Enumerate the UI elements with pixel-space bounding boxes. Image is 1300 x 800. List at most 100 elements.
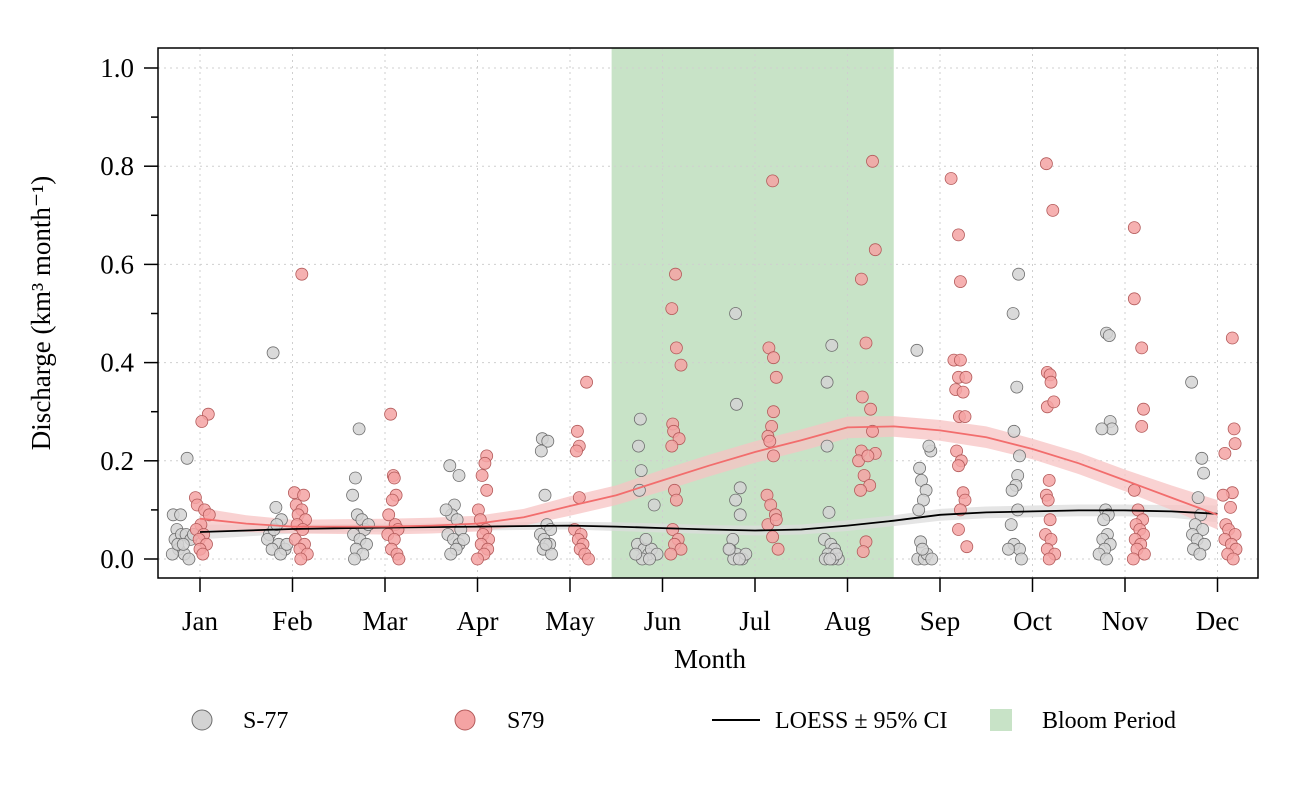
- legend: S-77 S79 LOESS ± 95% CI Bloom Period: [191, 708, 1176, 734]
- point-s77: [1012, 267, 1025, 281]
- point-s79: [769, 513, 783, 527]
- point-s79: [861, 449, 875, 463]
- point-s77: [1006, 307, 1020, 320]
- loess-line-layer: [199, 425, 1218, 533]
- x-tick-label: Aug: [824, 606, 871, 636]
- point-s77: [443, 459, 457, 473]
- point-s77: [182, 552, 196, 566]
- x-tick-label: Apr: [457, 606, 499, 636]
- point-s79: [1127, 292, 1141, 306]
- point-s77: [820, 439, 834, 453]
- point-s77: [1191, 491, 1205, 505]
- point-s77: [820, 375, 834, 389]
- point-s79: [956, 385, 970, 399]
- point-s79: [294, 552, 308, 566]
- point-s77: [639, 533, 653, 546]
- point-s77: [541, 434, 555, 448]
- point-s79: [572, 491, 586, 505]
- point-s77: [729, 493, 742, 507]
- point-s79: [954, 275, 967, 289]
- point-s79: [958, 410, 972, 424]
- x-tick-label: Jul: [739, 606, 771, 636]
- loess-ci-band-s79: [200, 416, 1218, 535]
- point-s79: [952, 228, 965, 242]
- point-s79: [1042, 552, 1056, 566]
- point-s77: [1095, 422, 1109, 436]
- point-s77: [922, 439, 936, 453]
- point-s79: [864, 402, 877, 416]
- point-s79: [570, 444, 583, 458]
- point-s77: [732, 552, 746, 566]
- point-s79: [855, 272, 868, 286]
- point-s77: [910, 343, 924, 357]
- scatter-points-layer: [165, 154, 1243, 566]
- point-s79: [1138, 547, 1151, 561]
- point-s79: [471, 552, 484, 566]
- y-tick-label: 0.8: [100, 151, 134, 181]
- point-s79: [952, 459, 965, 473]
- loess-line-s79: [199, 425, 1218, 528]
- point-s79: [1043, 513, 1057, 527]
- point-s79: [475, 469, 489, 482]
- legend-s79-label: S79: [507, 708, 544, 734]
- point-s77: [348, 471, 362, 485]
- point-s79: [478, 456, 492, 470]
- point-s79: [1226, 552, 1240, 566]
- point-s77: [1007, 424, 1021, 438]
- point-s79: [766, 174, 779, 188]
- point-s79: [669, 267, 682, 281]
- point-s79: [960, 540, 974, 554]
- point-s79: [670, 493, 683, 507]
- point-s77: [1100, 552, 1113, 566]
- point-s77: [180, 451, 194, 465]
- point-s79: [384, 407, 398, 421]
- point-s77: [352, 422, 366, 436]
- point-s77: [1005, 483, 1019, 497]
- point-s77: [822, 506, 836, 519]
- bloom-period-band: [611, 48, 894, 578]
- point-s77: [730, 397, 743, 411]
- x-tick-label: Feb: [272, 606, 313, 636]
- point-s79: [1046, 203, 1060, 217]
- point-s79: [665, 302, 679, 316]
- point-s77: [539, 537, 553, 551]
- y-tick-label: 0.4: [100, 348, 134, 378]
- point-s77: [634, 464, 648, 478]
- point-s79: [952, 523, 965, 536]
- point-s79: [1216, 488, 1230, 502]
- point-s79: [767, 351, 780, 365]
- point-s77: [912, 503, 926, 517]
- point-s77: [1097, 513, 1111, 527]
- point-s77: [165, 547, 179, 561]
- point-s79: [954, 353, 967, 367]
- point-s77: [1004, 518, 1018, 531]
- x-tick-label: Jan: [182, 606, 218, 636]
- point-s77: [176, 537, 190, 551]
- point-s79: [1225, 331, 1239, 345]
- point-s79: [767, 449, 780, 463]
- point-s79: [580, 375, 593, 389]
- point-s77: [629, 547, 643, 561]
- point-s77: [823, 552, 837, 566]
- point-s79: [670, 341, 683, 355]
- point-s77: [1185, 375, 1198, 389]
- point-s77: [633, 412, 647, 426]
- point-s77: [1013, 449, 1026, 463]
- point-s79: [944, 172, 958, 185]
- point-s77: [733, 508, 747, 522]
- point-s77: [174, 508, 188, 522]
- point-s79: [674, 542, 688, 556]
- point-s77: [1002, 542, 1015, 556]
- point-s79: [766, 530, 779, 544]
- point-s79: [1042, 473, 1056, 487]
- point-s79: [196, 547, 210, 561]
- point-s79: [1041, 493, 1055, 507]
- point-s77: [647, 498, 661, 512]
- point-s79: [582, 552, 595, 566]
- point-s77: [733, 481, 747, 495]
- point-s79: [769, 370, 783, 384]
- point-s79: [855, 390, 869, 404]
- point-s77: [1196, 523, 1210, 536]
- y-tick-label: 0.2: [100, 446, 134, 476]
